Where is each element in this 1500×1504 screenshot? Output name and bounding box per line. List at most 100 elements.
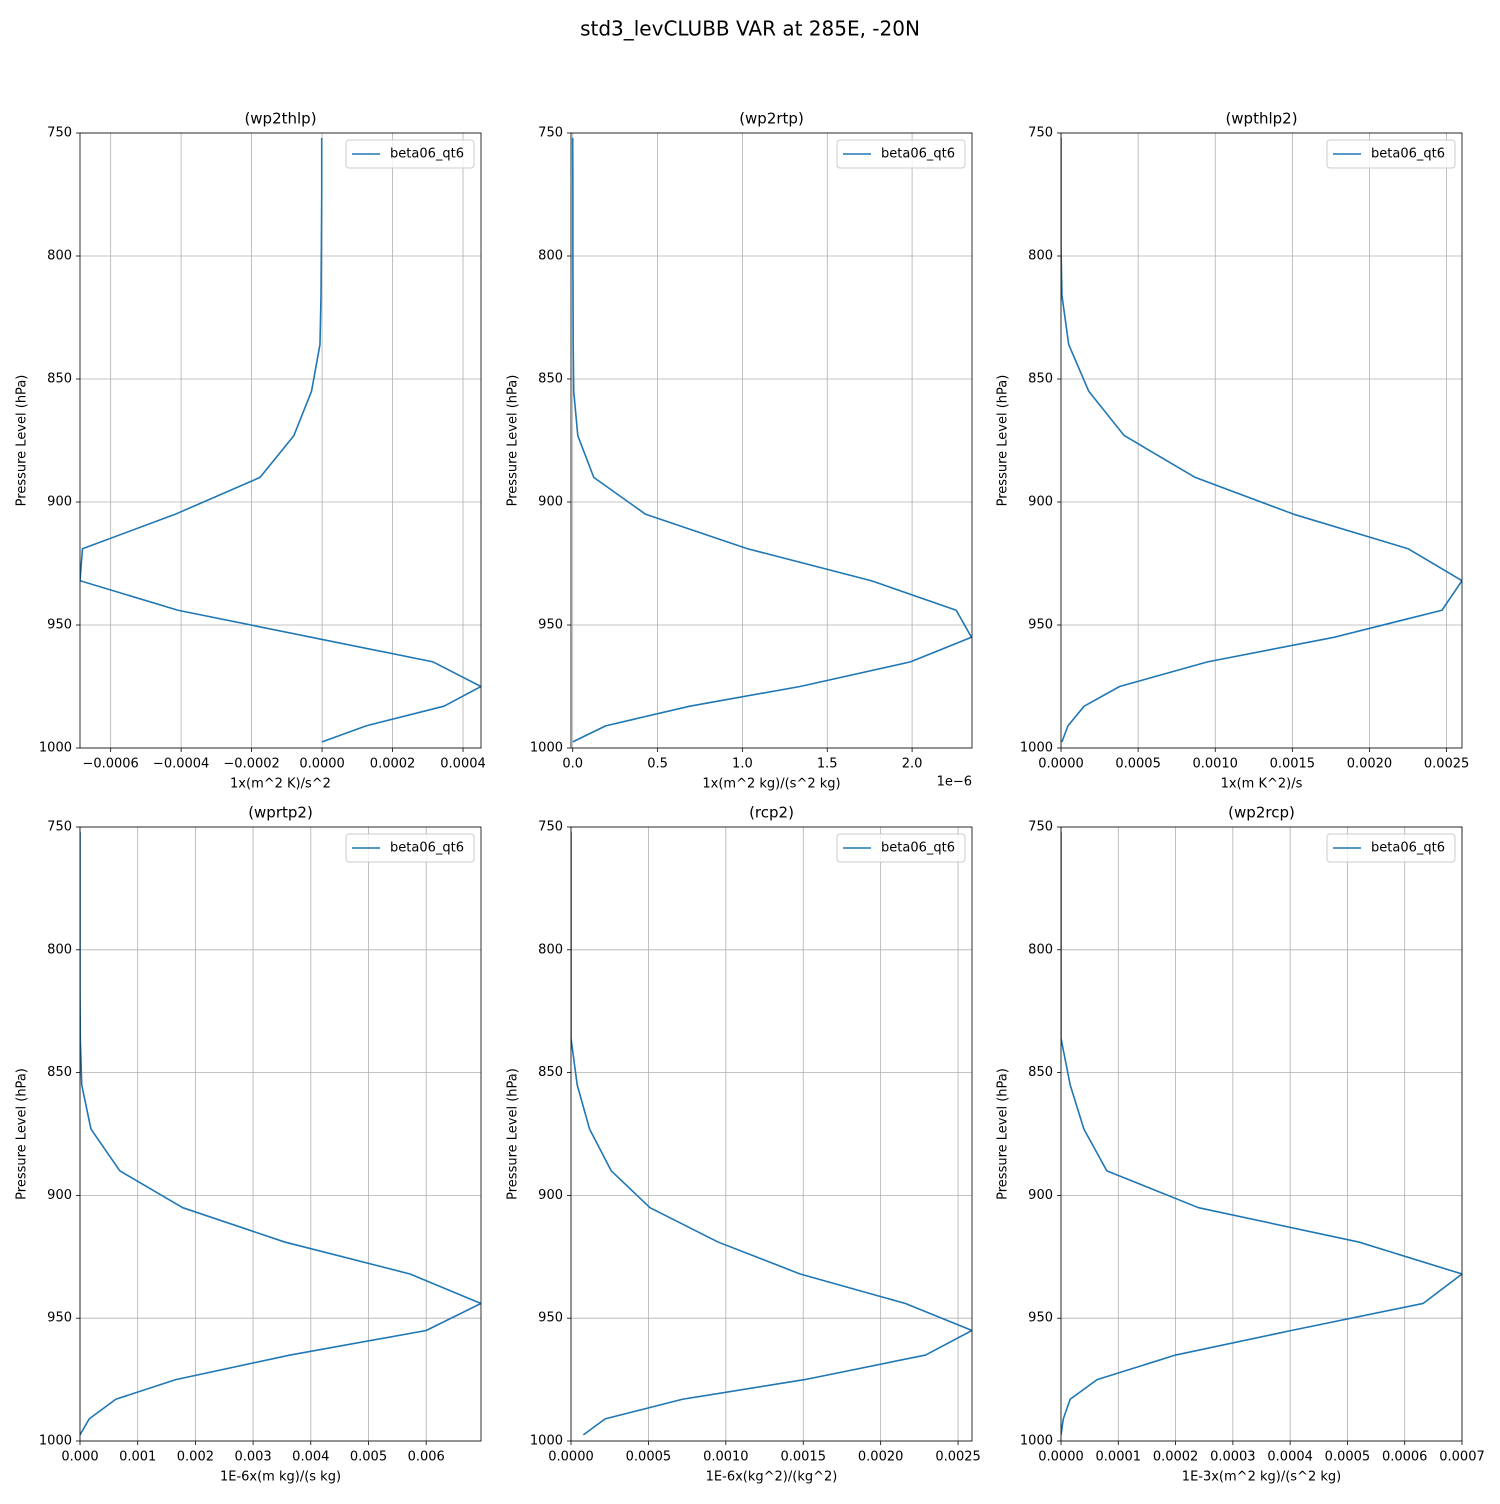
legend-box [345,139,475,169]
x-tick-label: −0.0006 [82,757,138,772]
y-tick-label: 850 [538,1065,563,1080]
y-tick-label: 900 [47,1188,72,1203]
x-tick-label: 0.0015 [1270,757,1316,772]
y-tick-label: 900 [538,1188,563,1203]
x-tick-label: 2.0 [902,757,923,772]
series-line [1061,137,1462,743]
y-tick-label: 850 [538,372,563,387]
y-tick-label: 800 [47,249,72,264]
y-tick-label: 1000 [39,1434,72,1449]
y-tick-label: 950 [47,618,72,633]
x-tick-label: 0.0004 [440,757,486,772]
y-tick-label: 850 [1028,1065,1053,1080]
y-tick-label: 900 [1028,495,1053,510]
y-tick-label: 750 [47,820,72,835]
y-tick-label: 950 [1028,1311,1053,1326]
y-axis-label: Pressure Level (hPa) [996,1068,1011,1200]
y-tick-label: 950 [47,1311,72,1326]
y-tick-label: 900 [1028,1188,1053,1203]
series-line [571,831,972,1436]
y-axis-label: Pressure Level (hPa) [996,375,1011,507]
x-axis-label: 1x(m^2 K)/s^2 [230,777,331,792]
y-tick-label: 950 [538,1311,563,1326]
x-tick-label: 0.0006 [1382,1450,1428,1465]
subplot-title: (wp2rtp) [739,110,804,128]
legend-label: beta06_qt6 [390,841,464,856]
legend-box [836,139,966,169]
x-tick-label: 0.0020 [858,1450,904,1465]
axes-frame [570,826,973,1442]
y-tick-label: 900 [538,495,563,510]
x-tick-label: 0.0002 [370,757,416,772]
x-tick-label: 0.0010 [703,1450,749,1465]
subplot: 0.0000 0.0005 0.0010 0.0015 0.0020 0.0025 750 8… [996,110,1470,792]
legend-box [1326,139,1456,169]
subplot-title: (rcp2) [749,804,794,822]
x-tick-label: 1.0 [732,757,753,772]
x-tick-label: 0.003 [234,1450,271,1465]
x-tick-label: 0.0003 [1210,1450,1256,1465]
legend-box [836,833,966,863]
y-tick-label: 750 [47,126,72,141]
axes-frame [570,132,973,749]
x-tick-label: 0.005 [350,1450,387,1465]
x-tick-label: 0.0002 [1153,1450,1199,1465]
subplot-title: (wprtp2) [248,804,313,822]
y-tick-label: 750 [1028,126,1053,141]
x-tick-label: 0.0020 [1347,757,1393,772]
series-line [80,831,481,1436]
x-tick-label: 0.0015 [780,1450,826,1465]
x-tick-label: 0.0025 [935,1450,981,1465]
y-axis-label: Pressure Level (hPa) [506,375,521,507]
y-tick-label: 800 [1028,249,1053,264]
legend-label: beta06_qt6 [881,841,955,856]
x-tick-label: 0.002 [177,1450,214,1465]
legend-label: beta06_qt6 [1371,841,1445,856]
x-tick-label: 1.5 [817,757,838,772]
x-tick-label: 0.0000 [299,757,345,772]
axes-frame [1060,826,1463,1442]
y-axis-label: Pressure Level (hPa) [15,1068,30,1200]
subplot: 0.000 0.001 0.002 0.003 0.004 0.005 0.006 750 80… [15,804,482,1485]
subplot: 0.0000 0.0005 0.0010 0.0015 0.0020 0.0025 750 8… [506,804,981,1485]
y-tick-label: 750 [538,126,563,141]
y-tick-label: 750 [1028,820,1053,835]
axes-frame [79,132,482,749]
subplot: 0.0 0.5 1.0 1.5 2.0 750 800 850 900 950 1000 (wp2rt… [506,110,973,792]
y-tick-label: 950 [538,618,563,633]
x-tick-label: 0.0000 [1038,1450,1084,1465]
x-offset-label: 1e−6 [937,775,972,790]
x-tick-label: 0.0004 [1267,1450,1313,1465]
x-tick-label: 0.0005 [1115,757,1161,772]
y-tick-label: 800 [538,942,563,957]
subplot-title: (wp2thlp) [244,110,316,128]
y-tick-label: 900 [47,495,72,510]
x-tick-label: 0.0000 [548,1450,594,1465]
x-tick-label: −0.0002 [223,757,279,772]
series-line [80,137,481,743]
axes-frame [79,826,482,1442]
x-tick-label: 0.004 [292,1450,329,1465]
y-tick-label: 950 [1028,618,1053,633]
x-tick-label: 0.0 [562,757,583,772]
subplot-title: (wpthlp2) [1225,110,1297,128]
y-tick-label: 1000 [530,1434,563,1449]
x-tick-label: 0.0007 [1439,1450,1485,1465]
y-tick-label: 1000 [1020,741,1053,756]
x-axis-label: 1x(m K^2)/s [1221,777,1303,792]
x-axis-label: 1E-6x(m kg)/(s kg) [220,1470,341,1485]
y-tick-label: 800 [538,249,563,264]
subplot-title: (wp2rcp) [1228,804,1295,822]
x-tick-label: 0.0010 [1192,757,1238,772]
series-line [571,137,972,743]
subplot: −0.0006 −0.0004 −0.0002 0.0000 0.0002 0.0004 7… [15,110,486,792]
x-tick-label: 0.001 [119,1450,156,1465]
x-tick-label: 0.5 [647,757,668,772]
axes-frame [1060,132,1463,749]
legend-box [1326,833,1456,863]
x-axis-label: 1E-3x(m^2 kg)/(s^2 kg) [1182,1470,1341,1485]
x-axis-label: 1x(m^2 kg)/(s^2 kg) [702,777,840,792]
y-axis-label: Pressure Level (hPa) [506,1068,521,1200]
y-tick-label: 750 [538,820,563,835]
y-tick-label: 1000 [1020,1434,1053,1449]
